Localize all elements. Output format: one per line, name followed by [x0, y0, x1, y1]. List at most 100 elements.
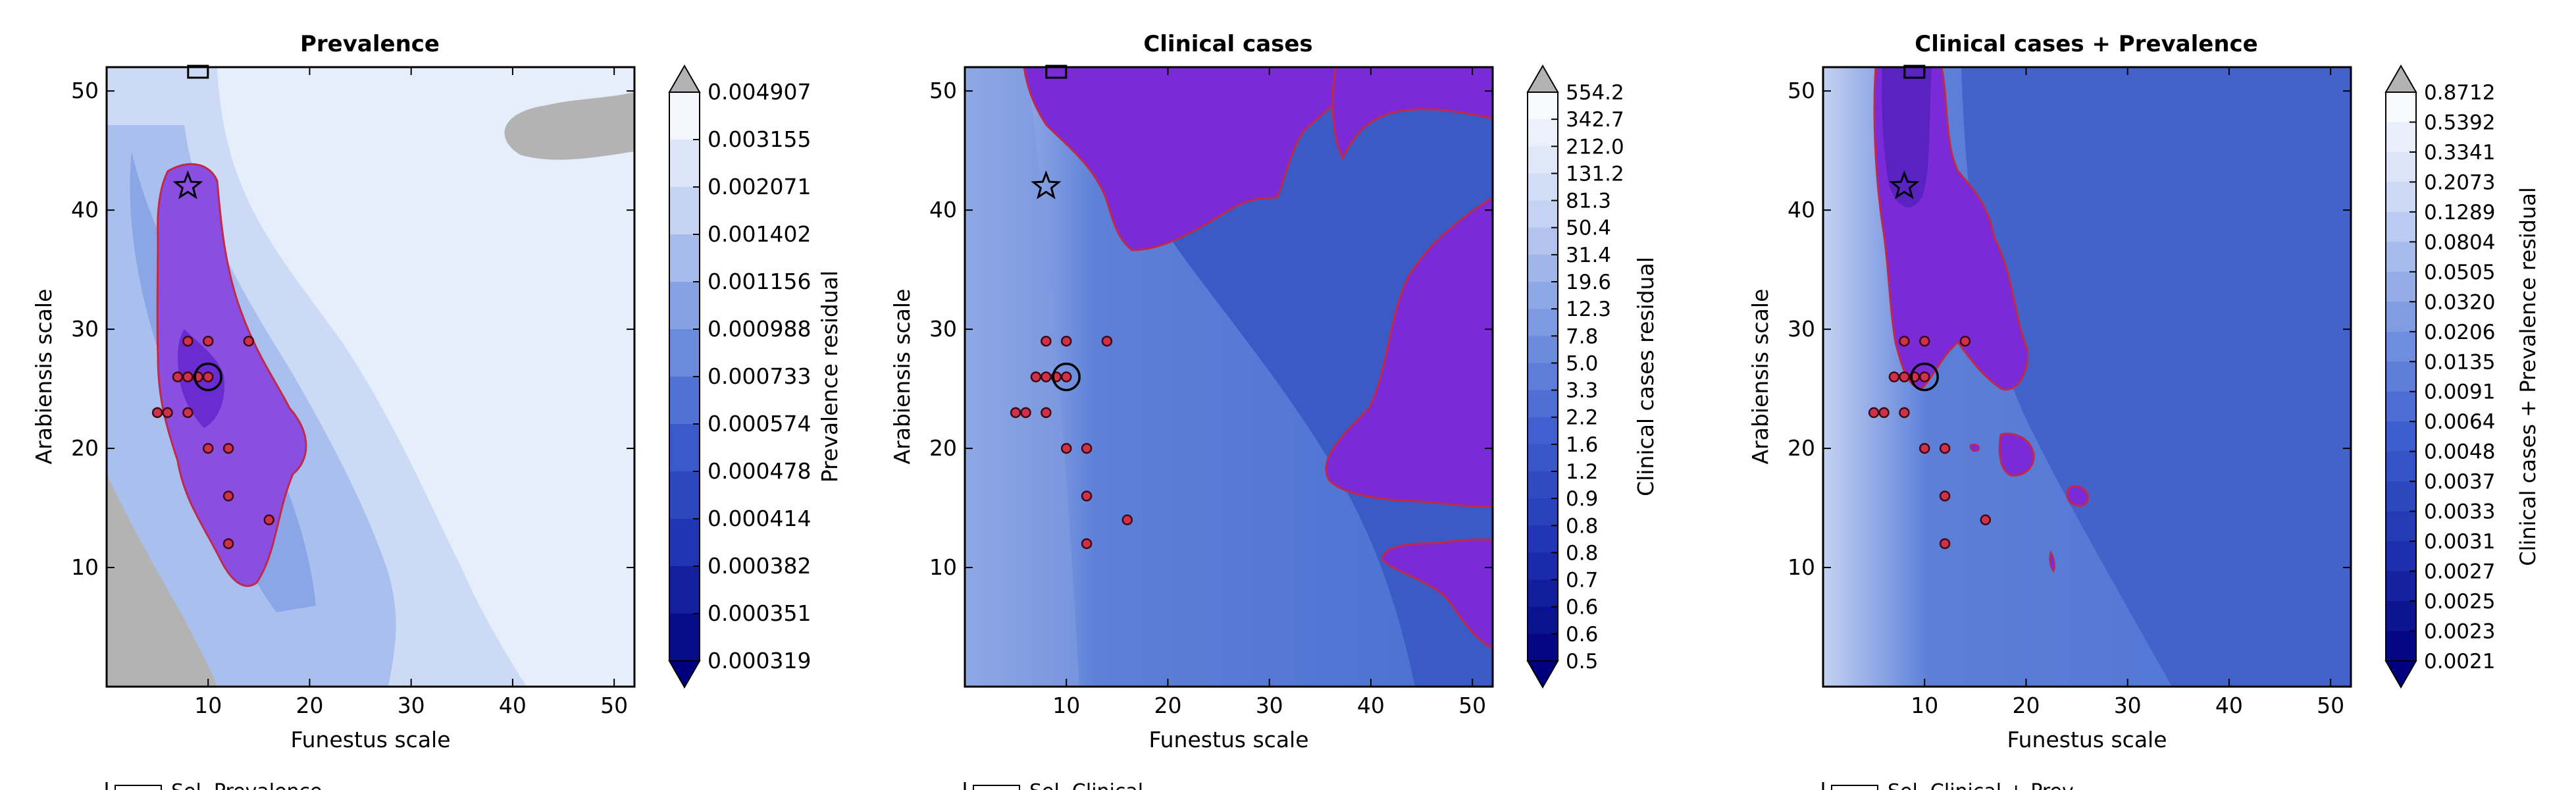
colorbar-tick-label: 0.000988	[708, 316, 811, 342]
colorbar-segment	[2386, 182, 2416, 213]
colorbar-segment	[1528, 606, 1558, 635]
colorbar-segment	[2386, 361, 2416, 392]
star-marker	[1031, 170, 1062, 199]
colorbar-tick-label: 0.3341	[2424, 141, 2495, 165]
colorbar-segment	[2386, 631, 2416, 662]
selected-point	[1980, 514, 1992, 525]
purple-island-4	[1969, 443, 1980, 452]
colorbar-under-arrow	[1526, 660, 1559, 689]
colorbar-segment	[2386, 601, 2416, 632]
y-tick-label: 30	[1788, 316, 1815, 342]
colorbar-tick-label: 31.4	[1566, 244, 1611, 267]
colorbar-tick-label: 131.2	[1566, 162, 1624, 186]
colorbar-tick-label: 0.0064	[2424, 410, 2495, 434]
star-marker	[172, 170, 203, 199]
selected-point	[1939, 538, 1951, 550]
axes: 10 20 30 40 50 10 20 30 40 50	[929, 67, 1493, 718]
colorbar-tick-label: 0.6	[1566, 596, 1598, 619]
selected-point	[222, 538, 234, 550]
colorbar-tick-label: 19.6	[1566, 271, 1611, 294]
x-axis-label: Funestus scale	[1148, 727, 1308, 752]
purple-region-top	[1023, 66, 1351, 251]
selected-point	[1121, 514, 1133, 525]
colorbar-segment	[1528, 444, 1558, 472]
y-tick-label: 20	[71, 435, 99, 461]
colorbar-tick-label: 0.0505	[2424, 261, 2495, 284]
x-tick-label: 30	[1256, 693, 1283, 718]
legend-box: Sel. Clinical + Prev.	[1822, 780, 2078, 790]
x-tick-label: 40	[2215, 693, 2243, 718]
legend-text: Sel. Prevalence	[171, 780, 322, 790]
y-tick-label: 50	[929, 78, 957, 103]
colorbar-segment	[1528, 471, 1558, 499]
colorbar-tick-label: 0.000414	[708, 506, 811, 531]
colorbar: 554.2 342.7 212.0 131.2 81.3 50.4 31.4 19.6 12.3…	[1526, 64, 1624, 689]
colorbar-tick-label: 1.2	[1566, 460, 1598, 484]
selected-point	[182, 371, 193, 382]
colorbar-tick-label: 0.000733	[708, 363, 811, 389]
colorbar-tick-label: 0.000351	[708, 600, 811, 626]
colorbar-tick-label: 0.0135	[2424, 350, 2495, 374]
colorbar-segment	[669, 519, 700, 567]
best-fit-point	[1919, 371, 1930, 382]
selected-point	[151, 407, 163, 419]
plot-frame	[1822, 66, 2352, 688]
x-tick-label: 30	[398, 693, 425, 718]
colorbar-tick-label: 0.1289	[2424, 201, 2495, 224]
selected-point	[1899, 371, 1910, 382]
colorbar-segment	[1528, 254, 1558, 282]
colorbar-tick-label: 0.000382	[708, 553, 811, 579]
panel-title: Prevalence	[300, 31, 440, 57]
colorbar-segment	[2386, 92, 2416, 122]
colorbar-segment	[669, 566, 700, 614]
selected-point	[222, 442, 234, 454]
colorbar-tick-label: 554.2	[1566, 81, 1624, 105]
y-axis-label: Arabiensis scale	[889, 289, 915, 465]
x-tick-label: 40	[1357, 693, 1385, 718]
colorbar-segment	[2386, 271, 2416, 302]
star-marker	[1889, 170, 1920, 199]
selected-point	[1888, 371, 1900, 382]
best-fit-circle	[193, 362, 222, 392]
colorbar-tick-label: 0.001156	[708, 269, 811, 294]
colorbar-over-arrow	[1526, 64, 1559, 93]
selected-point	[1868, 407, 1880, 419]
legend-box: Sel. Prevalence	[105, 780, 322, 790]
colorbar-tick-label: 212.0	[1566, 135, 1624, 159]
selected-point	[222, 490, 234, 502]
colorbar-segment	[1528, 336, 1558, 363]
panel-title: Clinical cases + Prevalence	[1915, 31, 2258, 57]
colorbar-segment	[669, 92, 700, 140]
x-tick-label: 50	[1458, 693, 1486, 718]
colorbar-tick-label: 342.7	[1566, 108, 1624, 132]
colorbar-tick-label: 0.0037	[2424, 470, 2495, 494]
colorbar-segment	[1528, 417, 1558, 445]
purple-island-3	[2049, 550, 2056, 573]
y-tick-label: 30	[929, 316, 957, 342]
heatmap-plot-area	[964, 65, 1494, 688]
selected-point	[162, 407, 173, 419]
colorbar-segment	[2386, 302, 2416, 332]
colorbar-tick-label: 0.0023	[2424, 620, 2495, 644]
colorbar-segment	[2386, 511, 2416, 542]
selected-point	[1041, 335, 1052, 347]
colorbar-segment	[669, 140, 700, 188]
heatmap-plot-area	[105, 65, 636, 688]
colorbar-label: Clinical cases + Prevalence residual	[2515, 187, 2540, 566]
colorbar-segment	[669, 187, 700, 235]
colorbar-segment	[1528, 525, 1558, 553]
best-fit-circle	[1910, 362, 1939, 392]
best-fit-circle	[1052, 362, 1081, 392]
purple-region	[156, 163, 307, 587]
colorbar-segment	[1528, 282, 1558, 309]
y-tick-label: 20	[1788, 435, 1815, 461]
selected-point	[1899, 335, 1910, 347]
colorbar-segment	[2386, 571, 2416, 602]
colorbar-tick-label: 0.8	[1566, 541, 1598, 565]
selected-point	[1939, 490, 1951, 502]
colorbar-segment	[1528, 227, 1558, 255]
purple-region-right	[1325, 196, 1494, 508]
colorbar-under-arrow	[2384, 660, 2417, 689]
y-tick-label: 40	[929, 197, 957, 223]
y-tick-label: 20	[929, 435, 957, 461]
